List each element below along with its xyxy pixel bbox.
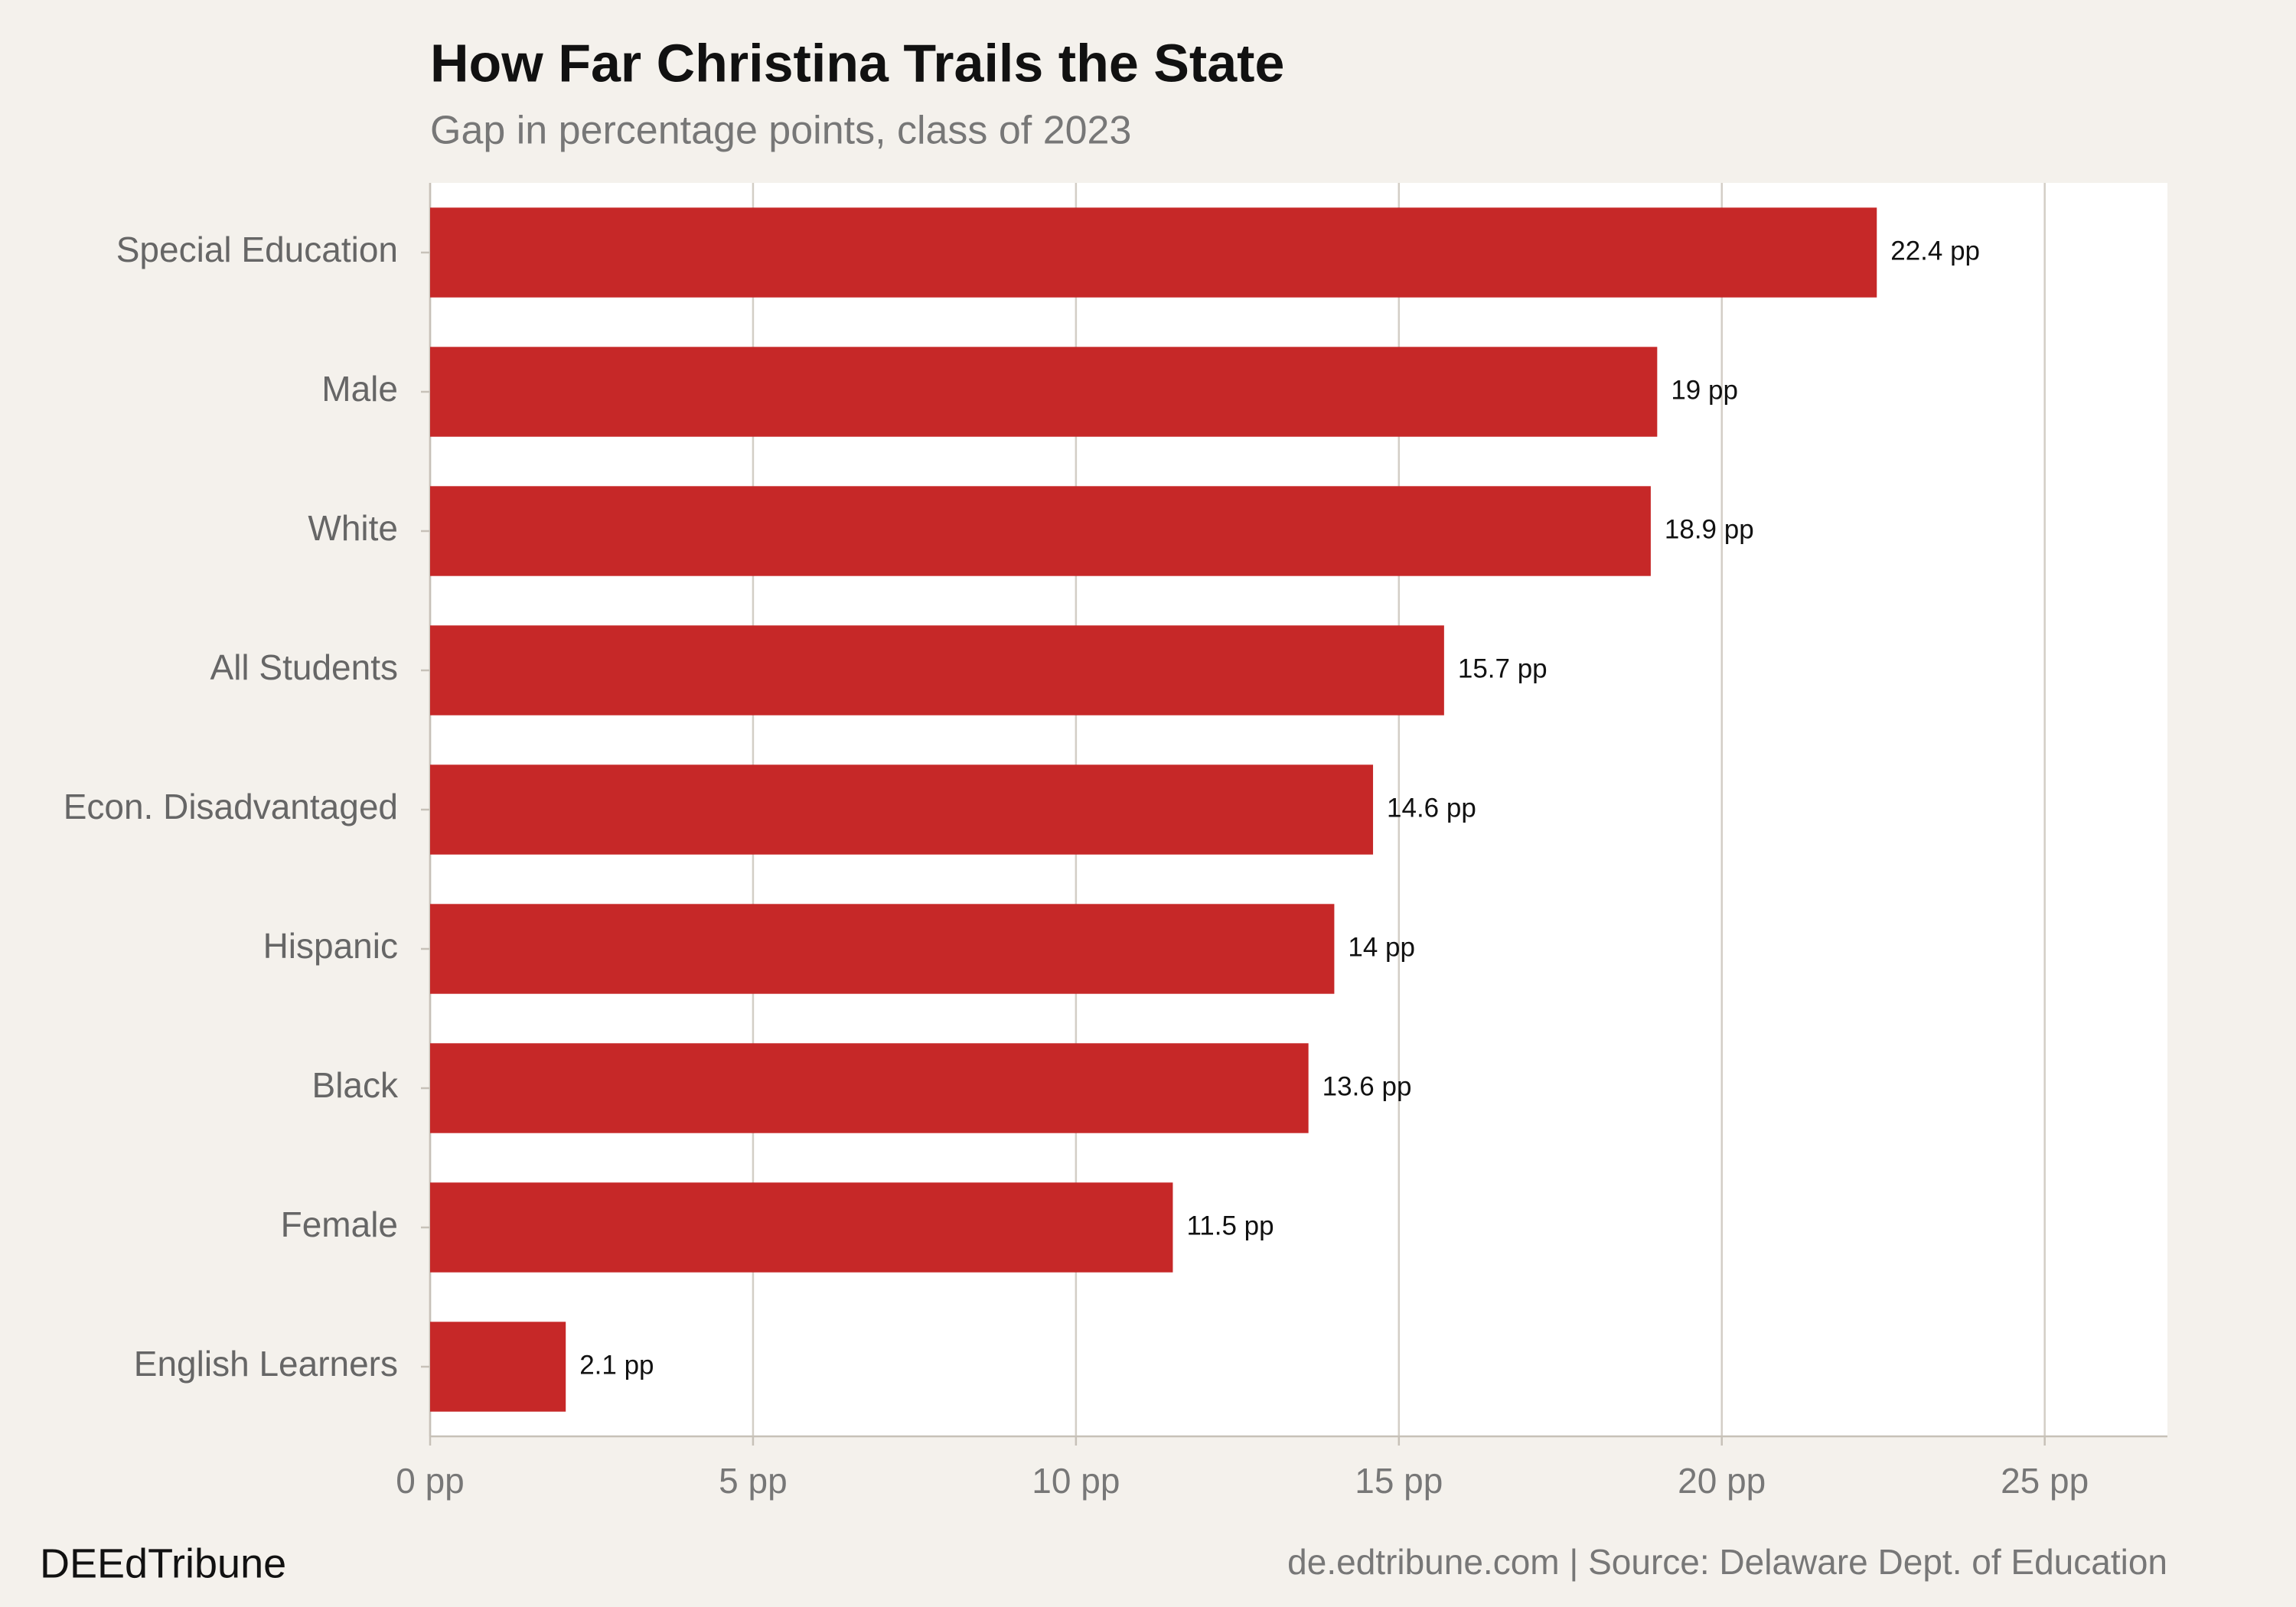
y-tick-label: Hispanic [263,926,398,966]
bar [430,207,1877,298]
brand: DEEdTribune [40,1540,286,1586]
bar [430,347,1658,437]
y-tick-label: Female [281,1204,398,1244]
y-tick-label: Special Education [116,230,398,269]
y-tick-label: Econ. Disadvantaged [64,787,398,826]
x-tick-label: 20 pp [1678,1461,1766,1501]
y-tick-label: White [308,508,398,548]
x-tick-label: 10 pp [1032,1461,1120,1501]
x-tick-label: 0 pp [396,1461,465,1501]
data-label: 2.1 pp [579,1350,654,1380]
source: de.edtribune.com | Source: Delaware Dept… [1287,1542,2167,1582]
data-label: 13.6 pp [1322,1071,1412,1101]
y-tick-label: English Learners [134,1344,398,1384]
chart-title: How Far Christina Trails the State [430,33,1284,93]
data-label: 19 pp [1671,375,1738,405]
y-tick-label: All Students [210,647,398,687]
data-label: 11.5 pp [1186,1211,1274,1240]
data-label: 14 pp [1348,932,1415,962]
data-label: 22.4 pp [1890,236,1980,266]
bar [430,1322,566,1412]
bar [430,904,1335,994]
bar [430,764,1374,855]
x-tick-label: 25 pp [2001,1461,2089,1501]
y-tick-label: Black [312,1065,399,1105]
chart-subtitle: Gap in percentage points, class of 2023 [430,109,1131,153]
x-tick-label: 5 pp [719,1461,788,1501]
bar [430,625,1444,715]
bar [430,1182,1173,1273]
x-tick-label: 15 pp [1355,1461,1443,1501]
y-tick-label: Male [321,369,398,409]
data-label: 15.7 pp [1458,654,1548,683]
bar [430,1043,1309,1133]
data-label: 18.9 pp [1665,514,1754,544]
data-label: 14.6 pp [1387,793,1476,823]
bar [430,486,1651,576]
